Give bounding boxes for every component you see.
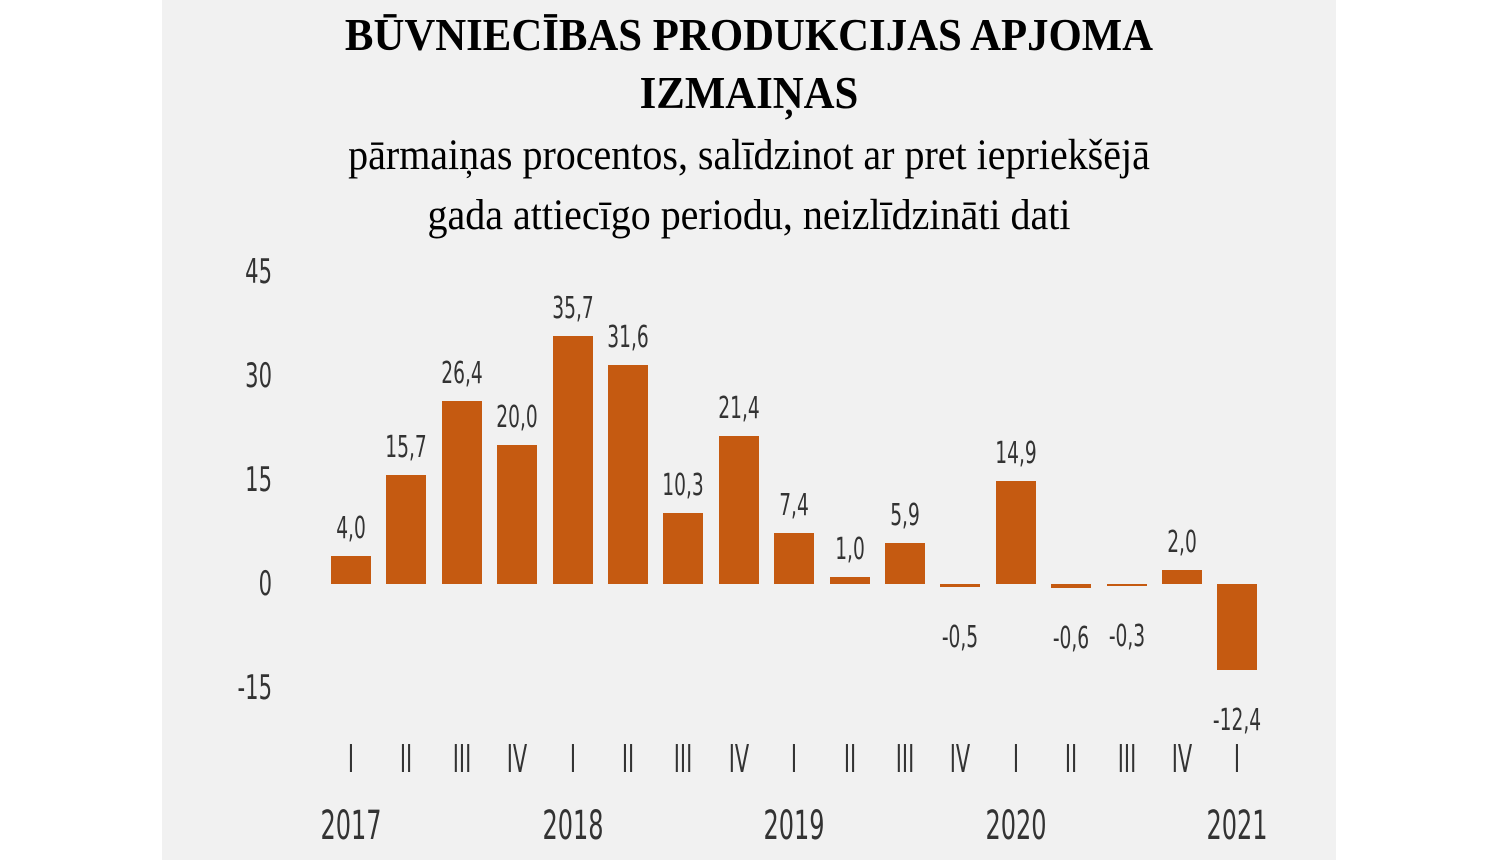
- y-tick-label: 30: [245, 356, 272, 396]
- y-tick-label: 15: [245, 460, 272, 500]
- title-line-2: IZMAIŅAS: [639, 67, 859, 118]
- value-label: 35,7: [551, 291, 594, 327]
- bar: [497, 445, 538, 584]
- quarter-label: I: [1012, 737, 1019, 781]
- bar: [331, 556, 371, 584]
- value-label: 4,0: [336, 511, 366, 547]
- bar: [552, 336, 593, 584]
- quarter-label: IV: [728, 737, 750, 781]
- value-label: -12,4: [1213, 702, 1262, 738]
- value-label: -0,6: [1053, 621, 1090, 657]
- year-label: 2021: [1206, 803, 1268, 849]
- year-label: 2018: [542, 803, 604, 849]
- bar: [1106, 584, 1147, 587]
- value-label: 26,4: [441, 355, 483, 391]
- quarter-label: I: [791, 737, 798, 781]
- value-label: 1,0: [834, 532, 865, 568]
- subtitle-line-2: gada attiecīgo periodu, neizlīdzināti da…: [427, 192, 1071, 239]
- value-label: 10,3: [662, 467, 705, 503]
- quarter-label: I: [347, 737, 355, 781]
- value-label: -0,5: [942, 620, 979, 656]
- y-tick-label: 0: [258, 564, 272, 604]
- value-label: 21,4: [718, 390, 760, 426]
- value-label: 15,7: [385, 430, 428, 466]
- chart-title: BŪVNIECĪBAS PRODUKCIJAS APJOMA IZMAIŅAS: [203, 6, 1295, 122]
- quarter-label: IV: [1171, 737, 1193, 781]
- chart-subtitle: pārmaiņas procentos, salīdzinot ar pret …: [203, 126, 1295, 246]
- quarter-label: IV: [506, 737, 528, 781]
- value-label: 5,9: [890, 498, 920, 534]
- bar: [1162, 570, 1202, 584]
- quarter-label: II: [621, 737, 635, 781]
- value-label: 20,0: [496, 400, 538, 436]
- year-label: 2019: [763, 803, 825, 849]
- title-line-1: BŪVNIECĪBAS PRODUKCIJAS APJOMA: [344, 9, 1154, 60]
- value-label: 7,4: [779, 487, 809, 523]
- y-tick-label: -15: [237, 668, 272, 708]
- quarter-label: III: [452, 737, 472, 781]
- bar: [940, 584, 981, 588]
- value-label: 31,6: [607, 319, 649, 355]
- quarter-label: II: [1065, 737, 1078, 781]
- y-tick-label: 45: [245, 252, 272, 292]
- quarter-label: III: [895, 737, 915, 781]
- quarter-label: I: [569, 737, 576, 781]
- quarter-label: II: [400, 737, 413, 781]
- year-label: 2017: [320, 803, 382, 849]
- quarter-label: II: [843, 737, 856, 781]
- bar: [995, 480, 1036, 584]
- quarter-label: IV: [950, 737, 971, 781]
- bar: [386, 475, 427, 584]
- bar: [829, 577, 870, 584]
- quarter-label: III: [674, 737, 693, 781]
- subtitle-line-1: pārmaiņas procentos, salīdzinot ar pret …: [348, 132, 1150, 179]
- chart-panel: [162, 0, 1336, 860]
- quarter-label: III: [1117, 737, 1136, 781]
- bar: [608, 364, 648, 584]
- bar: [441, 400, 482, 584]
- bar: [663, 512, 704, 584]
- value-label: -0,3: [1108, 619, 1145, 655]
- bar: [885, 543, 925, 584]
- bar: [1051, 584, 1092, 589]
- value-label: 14,9: [995, 435, 1037, 471]
- value-label: 2,0: [1167, 525, 1197, 561]
- bar: [718, 435, 759, 584]
- quarter-label: I: [1234, 737, 1241, 781]
- bar: [774, 532, 815, 584]
- bar: [1217, 584, 1258, 670]
- year-label: 2020: [985, 803, 1047, 849]
